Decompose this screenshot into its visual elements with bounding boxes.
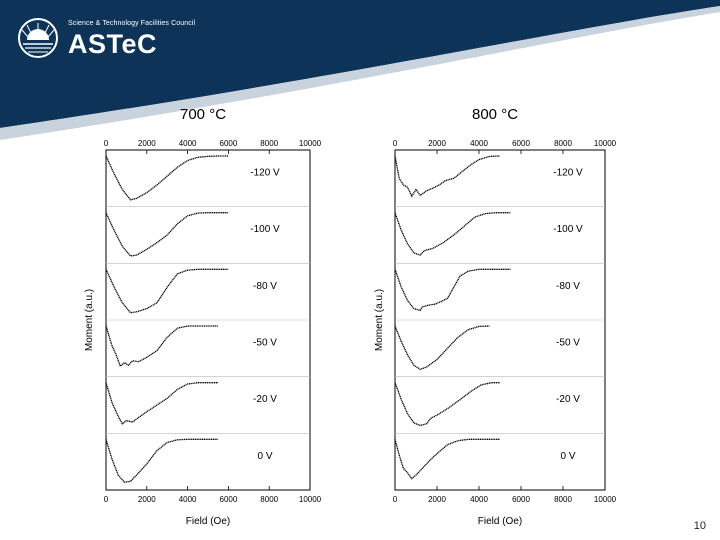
x-tick-label-bottom: 0 (393, 495, 398, 504)
series-label: -100 V (553, 224, 583, 235)
x-tick-label-top: 2000 (138, 139, 156, 148)
sun-logo-icon (18, 18, 58, 58)
organisation-name: Science & Technology Facilities Council (68, 20, 196, 27)
x-tick-label-top: 10000 (299, 139, 322, 148)
logo-name: ASTeC (68, 29, 158, 59)
y-axis-label: Moment (a.u.) (374, 289, 385, 351)
series-line-5 (105, 382, 219, 425)
x-axis-label: Field (Oe) (478, 516, 522, 527)
series-label: -120 V (553, 168, 583, 179)
series-label: -20 V (253, 394, 277, 405)
x-tick-label-bottom: 4000 (179, 495, 197, 504)
chart-panel-1: 0 0 2000 2000 4000 4000 6000 6000 8000 8000 10000 1… (84, 139, 322, 527)
header-background (0, 0, 720, 128)
x-tick-label-bottom: 6000 (512, 495, 530, 504)
series-line-4 (105, 325, 219, 368)
series-line-2 (105, 212, 229, 257)
x-tick-label-bottom: 4000 (470, 495, 488, 504)
x-tick-label-top: 4000 (179, 139, 197, 148)
chart-panel-2: 0 0 2000 2000 4000 4000 6000 6000 8000 8000 10000 1… (374, 139, 617, 527)
series-label: -50 V (253, 338, 277, 349)
page-number: 10 (693, 520, 706, 532)
series-label: -80 V (556, 281, 580, 292)
series-line-5 (394, 382, 500, 427)
series-label: -50 V (556, 338, 580, 349)
x-tick-label-bottom: 6000 (220, 495, 238, 504)
series-line-3 (394, 268, 511, 312)
x-tick-label-top: 4000 (470, 139, 488, 148)
series-label: -80 V (253, 281, 277, 292)
x-tick-label-bottom: 8000 (554, 495, 572, 504)
series-label: -100 V (250, 224, 280, 235)
x-tick-label-top: 6000 (220, 139, 238, 148)
series-label: 0 V (257, 451, 272, 462)
series-line-2 (394, 212, 511, 256)
y-axis-label: Moment (a.u.) (84, 289, 95, 351)
series-line-1 (394, 155, 501, 198)
x-tick-label-top: 10000 (594, 139, 617, 148)
x-tick-label-bottom: 10000 (299, 495, 322, 504)
x-tick-label-top: 6000 (512, 139, 530, 148)
x-tick-label-bottom: 8000 (260, 495, 278, 504)
panel-title-700: 700 °C (180, 106, 227, 123)
series-label: 0 V (560, 451, 575, 462)
x-tick-label-bottom: 2000 (428, 495, 446, 504)
series-line-1 (105, 155, 229, 201)
series-line-6 (394, 438, 500, 480)
series-line-6 (105, 438, 219, 483)
x-tick-label-top: 0 (104, 139, 109, 148)
x-tick-label-top: 0 (393, 139, 398, 148)
x-tick-label-bottom: 2000 (138, 495, 156, 504)
x-tick-label-bottom: 10000 (594, 495, 617, 504)
series-line-3 (105, 268, 229, 314)
header-stripe (0, 6, 720, 140)
logo: Science & Technology Facilities Council … (68, 20, 195, 60)
series-label: -20 V (556, 394, 580, 405)
panel-title-800: 800 °C (472, 106, 519, 123)
header-band (0, 0, 720, 140)
series-line-4 (394, 325, 490, 371)
x-tick-label-bottom: 0 (104, 495, 109, 504)
x-tick-label-top: 8000 (260, 139, 278, 148)
x-axis-label: Field (Oe) (186, 516, 230, 527)
series-label: -120 V (250, 168, 280, 179)
x-tick-label-top: 8000 (554, 139, 572, 148)
x-tick-label-top: 2000 (428, 139, 446, 148)
